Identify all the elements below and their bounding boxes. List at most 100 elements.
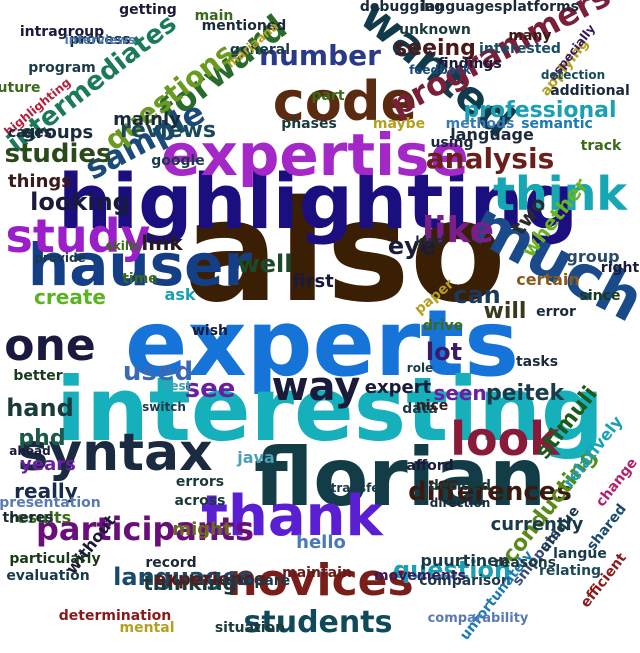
- word-direction: direction: [430, 496, 491, 510]
- word-skills: skills: [106, 239, 141, 253]
- word-students: students: [244, 605, 393, 640]
- word-determination: determination: [59, 608, 172, 624]
- word-feedback: feedback: [409, 63, 472, 77]
- word-ask: ask: [165, 285, 196, 304]
- word-link: link: [141, 231, 183, 255]
- word-group: group: [566, 247, 619, 266]
- word-thank: thank: [201, 484, 384, 549]
- word-test: test: [165, 379, 192, 393]
- word-future: future: [0, 80, 41, 96]
- word-evaluation: evaluation: [6, 568, 89, 584]
- word-langue: langue: [553, 546, 607, 562]
- word-things: things: [8, 171, 72, 192]
- word-transfer: transfer: [331, 481, 386, 495]
- word-participants: participants: [36, 510, 254, 548]
- word-methods: methods: [446, 116, 515, 132]
- word-way: way: [272, 364, 361, 410]
- word-seen: seen: [433, 381, 486, 405]
- word-currently: currently: [491, 514, 584, 535]
- word-phd: phd: [18, 426, 65, 451]
- word-role: role: [407, 361, 433, 375]
- word-tasks: tasks: [516, 354, 558, 370]
- word-movements: movements: [374, 568, 466, 584]
- word-one: one: [4, 320, 95, 371]
- word-languages: languages: [113, 563, 253, 591]
- word-cases: cases: [8, 125, 52, 141]
- word-results: results: [9, 508, 71, 527]
- word-general: general: [230, 42, 290, 58]
- word-main: main: [195, 8, 234, 24]
- word-intragroup: intragroup: [20, 24, 104, 40]
- word-studies: studies: [4, 139, 111, 169]
- word-think: think: [493, 167, 628, 221]
- word-reasons: reasons: [494, 555, 556, 571]
- word-create: create: [34, 285, 106, 309]
- word-well: well: [238, 250, 293, 278]
- word-experts: experts: [125, 290, 519, 397]
- word-compare: compare: [222, 573, 290, 589]
- word-relating: relating: [539, 563, 601, 579]
- word-number: number: [259, 39, 381, 72]
- word-highlighting: highlighting: [58, 157, 578, 246]
- word-study: study: [5, 209, 150, 263]
- word-mental: mental: [120, 620, 175, 636]
- word-since: since: [580, 288, 621, 304]
- word-hello: hello: [296, 532, 346, 553]
- word-google: google: [151, 153, 205, 169]
- word-drive: drive: [423, 318, 463, 334]
- word-java: java: [236, 448, 275, 467]
- word-debugging: debugging: [360, 0, 444, 15]
- word-groups: groups: [23, 122, 94, 143]
- word-peitek: peitek: [486, 381, 566, 406]
- word-right: right: [601, 260, 640, 276]
- word-wish: wish: [192, 323, 228, 339]
- word-might: might: [172, 519, 232, 540]
- word-comparability: comparability: [428, 611, 529, 626]
- word-many: many: [508, 28, 551, 44]
- word-track: track: [581, 138, 622, 154]
- word-puurtinen: puurtinen: [421, 551, 510, 570]
- word-better: better: [13, 368, 62, 384]
- word-using: using: [430, 135, 473, 151]
- word-certain: certain: [516, 270, 580, 289]
- word-nice: nice: [416, 398, 449, 414]
- word-mainly: mainly: [113, 109, 181, 130]
- word-data: data: [402, 401, 438, 417]
- word-time: time: [122, 271, 158, 287]
- word-experience: experience: [154, 569, 266, 590]
- word-also: also: [184, 171, 506, 334]
- word-kind: kind: [415, 234, 444, 248]
- word-situation: situation: [215, 620, 285, 636]
- word-program: program: [28, 60, 96, 76]
- word-semantic: semantic: [521, 116, 593, 132]
- word-language: language: [450, 125, 534, 144]
- word-differences: differences: [408, 477, 572, 507]
- word-particularly: particularly: [9, 551, 100, 567]
- word-phases: phases: [281, 116, 337, 132]
- word-eye: eye: [388, 232, 436, 260]
- word-getting: getting: [119, 2, 177, 18]
- word-analysis: analysis: [426, 142, 555, 175]
- word-will: will: [484, 299, 527, 324]
- word-process: process: [69, 32, 130, 48]
- word-years: years: [20, 454, 76, 475]
- word-additional: additional: [550, 83, 630, 99]
- word-novices: novices: [226, 555, 413, 606]
- word-lot: lot: [426, 338, 462, 366]
- word-error: error: [536, 304, 576, 320]
- word-record: record: [145, 555, 196, 571]
- word-unknown: unknown: [399, 22, 471, 38]
- word-interesting: interesting: [56, 358, 604, 461]
- word-used: used: [123, 357, 193, 387]
- word-thinking: thinking: [143, 571, 237, 595]
- word-part: part: [311, 88, 344, 104]
- word-expertise: expertise: [161, 121, 469, 189]
- word-detection: detection: [541, 68, 605, 82]
- word-expert: expert: [365, 377, 432, 398]
- word-hauser: hauser: [28, 231, 253, 299]
- word-can: can: [453, 281, 501, 309]
- word-hand: hand: [6, 394, 74, 422]
- word-syntax: syntax: [17, 423, 212, 483]
